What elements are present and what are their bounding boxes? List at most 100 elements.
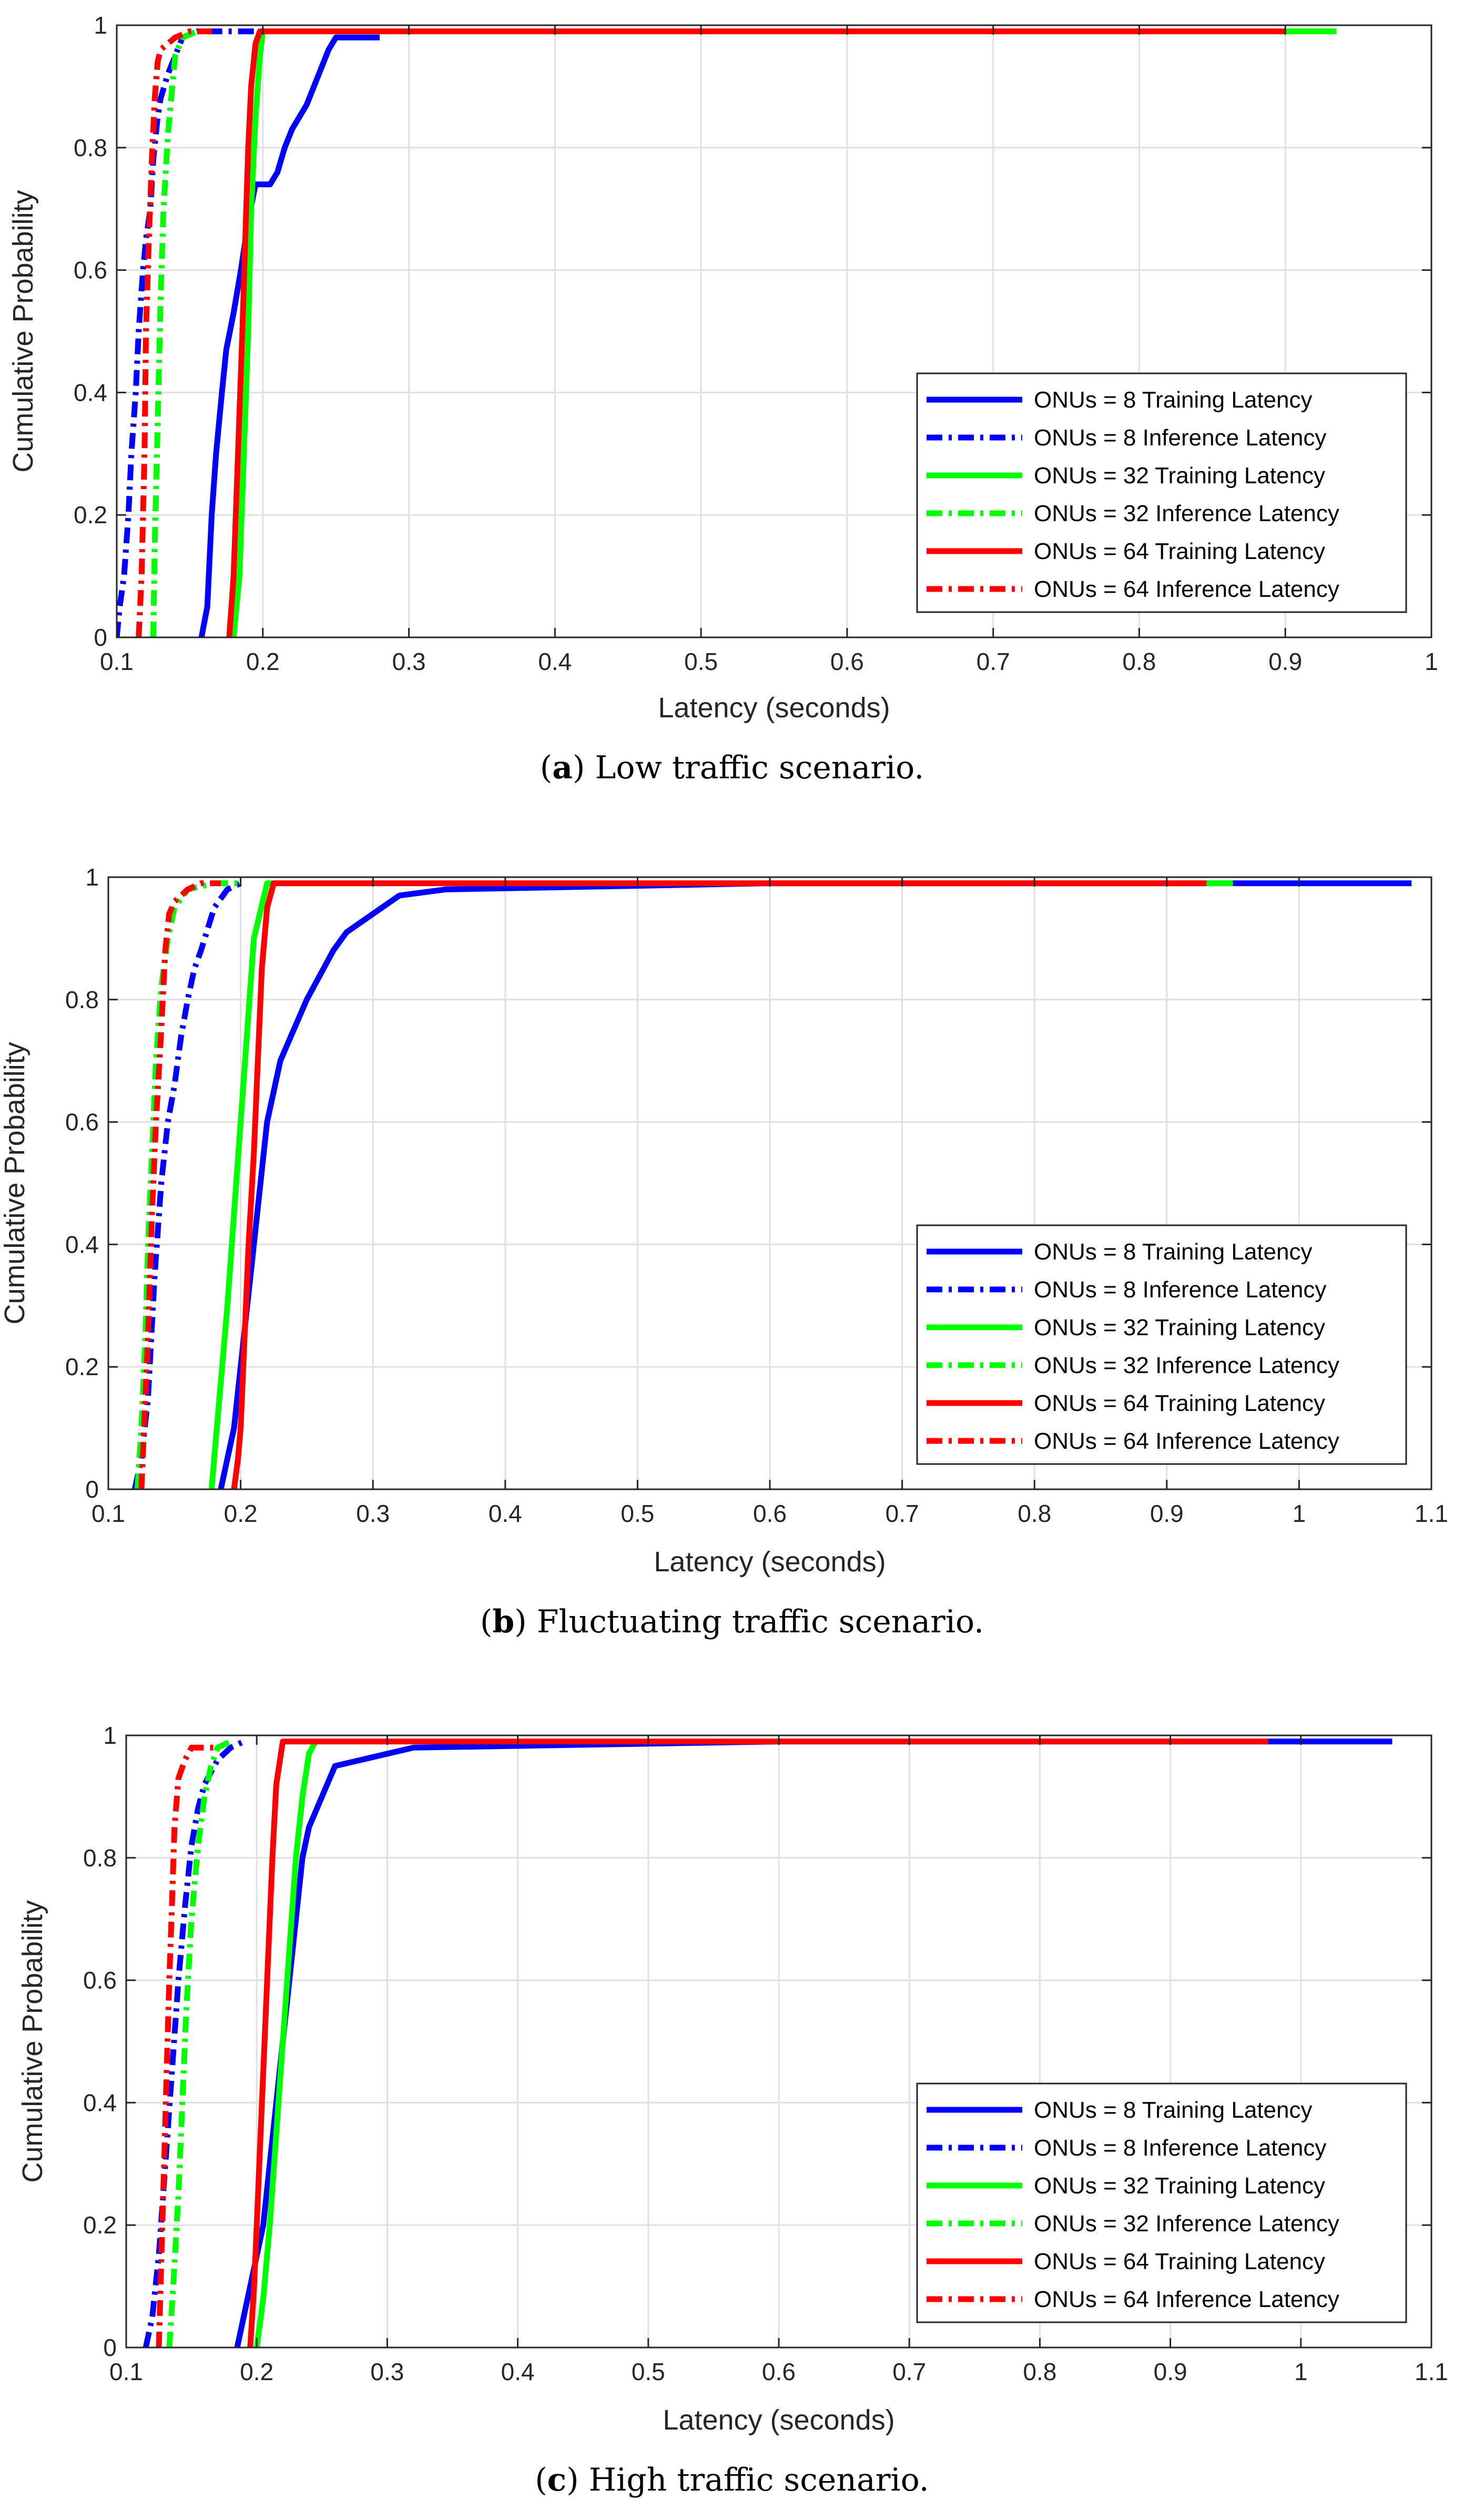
figure-caption: (b) Fluctuating traffic scenario. [480,1603,984,1640]
x-axis-label: Latency (seconds) [658,692,890,724]
legend-entry: ONUs = 8 Inference Latency [1034,425,1326,451]
series-line-green-inference [134,880,241,1489]
x-tick-label: 0.3 [356,1500,390,1527]
legend-entry: ONUs = 8 Inference Latency [1034,2135,1326,2161]
series-line-green-training [253,1740,318,2348]
x-tick-label: 0.4 [501,2358,535,2385]
x-tick-label: 0.3 [392,648,426,675]
x-tick-label: 0.5 [632,2358,665,2385]
x-tick-label: 0.9 [1154,2358,1187,2385]
x-tick-label: 0.1 [92,1500,125,1527]
x-tick-label: 0.6 [830,648,864,675]
legend-entry: ONUs = 32 Training Latency [1034,463,1325,489]
x-tick-label: 0.1 [100,648,134,675]
figure-caption: (c) High traffic scenario. [535,2462,929,2498]
x-tick-label: 0.5 [684,648,718,675]
caption-letter: c [547,2462,567,2498]
x-tick-label: 0.2 [240,2358,273,2385]
caption-paren-open: ( [535,2462,547,2498]
y-tick-label: 0 [85,1476,99,1503]
series-line-red-training [226,28,1286,637]
x-tick-label: 0.8 [1018,1500,1051,1527]
x-axis-label: Latency (seconds) [654,1546,886,1578]
caption-paren-close: ) [514,1603,526,1640]
chart-panel-a: 0.1 0.2 0.3 0.4 0.5 0.6 0.7 0.8 0.9 1 0 0.2 0.4 0.6 0.… [7,12,1438,786]
x-axis-label: Latency (seconds) [663,2404,894,2436]
series-line-blue-training [198,34,380,637]
legend-entry: ONUs = 64 Inference Latency [1034,2287,1339,2312]
chart-panel-b: 0.1 0.2 0.3 0.4 0.5 0.6 0.7 0.8 0.9 1 1.1 0 0.2 0.4 0.… [0,863,1448,1640]
legend-entry: ONUs = 8 Training Latency [1034,1239,1312,1265]
y-tick-label: 0.8 [65,986,99,1013]
plot-frame [116,24,1432,638]
y-tick-label: 0 [103,2334,117,2361]
y-tick-label: 0.6 [65,1109,99,1136]
legend-entry: ONUs = 32 Training Latency [1034,1315,1325,1340]
y-tick-label: 1 [94,12,107,39]
y-tick-label: 0.2 [74,501,107,529]
legend-entry: ONUs = 8 Training Latency [1034,387,1312,413]
series-line-red-inference [138,880,221,1489]
y-tick-label: 0.8 [74,134,107,161]
figure-caption: (a) Low traffic scenario. [540,749,924,786]
x-tick-label: 0.4 [538,648,572,675]
series-line-red-inference [136,28,212,637]
y-tick-label: 0 [94,624,107,651]
x-tick-label: 1 [1294,2358,1308,2385]
y-tick-label: 1 [85,863,99,891]
x-tick-label: 1.1 [1415,1500,1448,1527]
series-line-green-inference [166,1739,232,2348]
x-tick-label: 1 [1293,1500,1306,1527]
y-tick-label: 0.6 [83,1967,117,1994]
y-tick-label: 0.8 [83,1844,117,1872]
caption-text: Fluctuating traffic scenario. [527,1603,984,1640]
x-tick-label: 0.6 [762,2358,796,2385]
legend-entry: ONUs = 64 Training Latency [1034,538,1325,564]
caption-paren-close: ) [573,749,585,786]
x-tick-label: 0.8 [1023,2358,1056,2385]
series-line-blue-inference [143,1739,245,2348]
series-line-red-training [247,1739,1268,2348]
caption-paren-close: ) [566,2462,578,2498]
legend-entry: ONUs = 8 Training Latency [1034,2097,1312,2123]
x-tick-label: 0.1 [109,2358,143,2385]
legend: ONUs = 8 Training Latency ONUs = 8 Infere… [916,2082,1407,2323]
legend-entry: ONUs = 32 Inference Latency [1034,2211,1339,2237]
y-axis-label: Cumulative Probability [7,190,39,472]
x-tick-label: 0.7 [892,2358,926,2385]
x-tick-label: 0.7 [886,1500,919,1527]
y-tick-label: 0.2 [83,2211,117,2239]
x-tick-label: 0.4 [489,1500,522,1527]
x-tick-label: 0.6 [753,1500,787,1527]
x-tick-label: 0.2 [246,648,280,675]
chart-panel-c: 0.1 0.2 0.3 0.4 0.5 0.6 0.7 0.8 0.9 1 1.1 0 0.2 0.4 0.… [17,1722,1448,2498]
series-line-red-inference [156,1744,218,2348]
x-tick-label: 1.1 [1415,2358,1448,2385]
y-tick-label: 0.6 [74,257,107,284]
x-tick-label: 0.9 [1268,648,1302,675]
series-line-green-inference [150,28,212,637]
y-tick-label: 0.4 [65,1231,99,1258]
caption-paren-open: ( [480,1603,492,1640]
x-tick-label: 1 [1425,648,1438,675]
y-axis-label: Cumulative Probability [17,1900,48,2182]
legend-entry: ONUs = 32 Inference Latency [1034,501,1339,526]
y-tick-label: 1 [103,1722,117,1749]
legend-box [916,372,1407,613]
y-tick-label: 0.2 [65,1353,99,1380]
caption-letter: a [552,749,573,786]
legend-entry: ONUs = 8 Inference Latency [1034,1277,1326,1303]
legend-entry: ONUs = 32 Inference Latency [1034,1353,1339,1378]
legend-entry: ONUs = 64 Inference Latency [1034,576,1339,602]
legend-box [916,2082,1407,2323]
caption-paren-open: ( [540,749,552,786]
x-tick-label: 0.8 [1122,648,1156,675]
x-tick-label: 0.3 [370,2358,404,2385]
series-line-blue-inference [131,880,242,1489]
legend-entry: ONUs = 64 Training Latency [1034,1390,1325,1416]
legend: ONUs = 8 Training Latency ONUs = 8 Infere… [916,1224,1407,1465]
legend: ONUs = 8 Training Latency ONUs = 8 Infere… [916,372,1407,613]
legend-entry: ONUs = 64 Training Latency [1034,2249,1325,2274]
x-tick-label: 0.9 [1150,1500,1184,1527]
